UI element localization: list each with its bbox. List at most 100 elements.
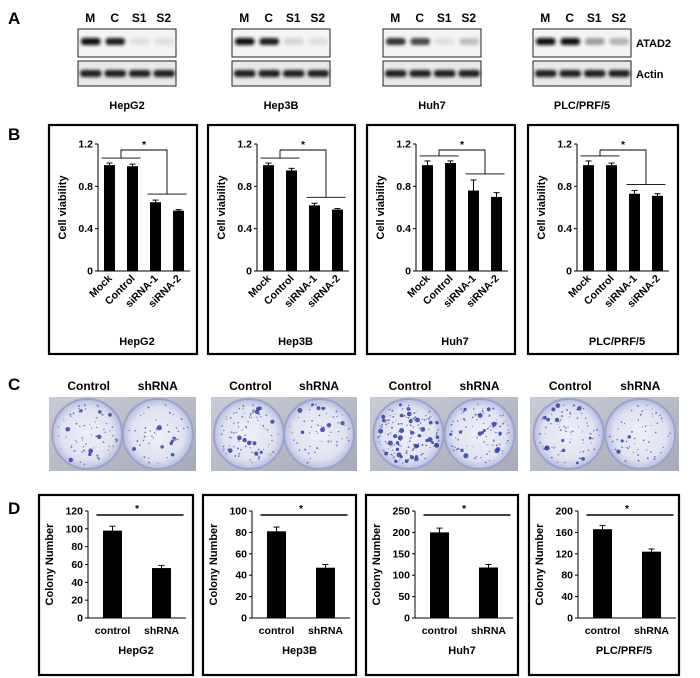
well-shrna bbox=[121, 398, 194, 470]
colony-dot bbox=[222, 445, 225, 448]
colony-dot bbox=[620, 421, 623, 423]
colony-dot bbox=[249, 459, 251, 461]
colony-dot bbox=[270, 434, 273, 437]
colony-dot bbox=[409, 437, 411, 440]
colony-dot bbox=[539, 441, 542, 444]
bar bbox=[583, 165, 594, 271]
colony-dot bbox=[251, 461, 253, 463]
actin-band bbox=[80, 70, 102, 77]
x-tick-label: shRNA bbox=[308, 625, 343, 637]
colony-dot bbox=[229, 417, 232, 419]
colony-dot bbox=[563, 404, 565, 406]
colony-dot bbox=[97, 434, 102, 440]
colony-dot bbox=[112, 445, 114, 447]
colony-dot bbox=[263, 448, 265, 450]
colony-dot bbox=[72, 412, 75, 415]
colony-dot bbox=[553, 447, 555, 449]
colony-dot bbox=[241, 429, 243, 431]
colony-dot bbox=[488, 414, 491, 416]
colony-dot bbox=[238, 452, 241, 455]
bar bbox=[445, 163, 456, 271]
colony-dot bbox=[227, 448, 229, 451]
y-tick-label: 0.8 bbox=[78, 181, 93, 193]
colony-dot bbox=[421, 418, 424, 421]
blot-cell-line-label: PLC/PRF/5 bbox=[554, 100, 610, 112]
colony-dot bbox=[394, 459, 398, 463]
colony-dot bbox=[386, 453, 388, 455]
colony-dot bbox=[427, 418, 430, 420]
colony-dot bbox=[488, 426, 490, 428]
colony-dot bbox=[414, 416, 417, 419]
colony-dot bbox=[406, 416, 408, 419]
colony-dot bbox=[462, 410, 465, 413]
panel-label-c: C bbox=[8, 375, 20, 394]
colony-dot bbox=[461, 413, 463, 415]
colony-dot bbox=[255, 410, 260, 415]
actin-band bbox=[104, 70, 126, 77]
colony-dot bbox=[484, 461, 487, 464]
colony-dot bbox=[587, 449, 590, 452]
colony-dot bbox=[427, 437, 433, 443]
colony-dot bbox=[559, 429, 562, 432]
bar bbox=[103, 530, 122, 618]
chart-title: HepG2 bbox=[119, 336, 154, 348]
colony-dot bbox=[108, 413, 112, 417]
colony-dot bbox=[544, 433, 546, 435]
colony-dot bbox=[425, 444, 428, 447]
y-tick-label: 0.4 bbox=[557, 223, 572, 235]
colony-dot bbox=[330, 431, 332, 434]
y-tick-label: 60 bbox=[235, 548, 247, 560]
colony-dot bbox=[435, 433, 438, 436]
colony-dot bbox=[264, 428, 266, 430]
y-tick-label: 0.4 bbox=[237, 223, 252, 235]
y-tick-label: 0 bbox=[87, 266, 93, 278]
colony-dot bbox=[385, 423, 388, 426]
colony-dot bbox=[108, 445, 110, 448]
colony-dot bbox=[500, 415, 502, 417]
colony-dot bbox=[455, 437, 457, 439]
colony-dot bbox=[401, 423, 403, 425]
colony-dot bbox=[332, 416, 335, 418]
colony-dot bbox=[637, 405, 640, 408]
colony-dot bbox=[69, 427, 71, 430]
colony-dot bbox=[70, 446, 73, 449]
colony-dot bbox=[651, 413, 654, 415]
colony-dot bbox=[641, 426, 643, 428]
colony-dot bbox=[412, 447, 415, 450]
colony-dot bbox=[649, 451, 652, 453]
colony-dot bbox=[253, 409, 256, 412]
colony-dot bbox=[506, 442, 508, 444]
colony-dot bbox=[408, 419, 413, 424]
colony-dot bbox=[450, 430, 453, 433]
colony-dot bbox=[103, 428, 105, 431]
atad2-band bbox=[284, 38, 304, 45]
colony-dot bbox=[314, 451, 316, 454]
colony-dot bbox=[315, 430, 317, 433]
chart: 0 20 40 60 80 100 Colony Number control shRNA * He… bbox=[201, 493, 358, 677]
colony-dot bbox=[406, 407, 411, 411]
colony-dot bbox=[652, 415, 654, 417]
colony-dot bbox=[78, 410, 81, 413]
y-axis-label: Cell viability bbox=[375, 175, 387, 240]
colony-dot bbox=[551, 407, 556, 412]
colony-dot bbox=[297, 408, 303, 413]
colony-dot bbox=[69, 413, 72, 416]
colony-dot bbox=[405, 451, 408, 454]
atad2-band bbox=[609, 38, 629, 45]
colony-dot bbox=[425, 418, 427, 420]
atad2-band bbox=[130, 38, 150, 45]
colony-dot bbox=[170, 452, 175, 457]
colony-dot bbox=[142, 439, 145, 442]
colony-dot bbox=[336, 440, 338, 443]
colony-dot bbox=[582, 430, 584, 432]
colony-dot bbox=[96, 404, 98, 406]
colony-dot bbox=[257, 448, 260, 451]
panel-label-b: B bbox=[8, 125, 20, 144]
colony-dot bbox=[153, 431, 156, 434]
blot-0: M C S1 S2 HepG2 bbox=[77, 11, 177, 112]
colony-dot bbox=[260, 416, 262, 418]
colony-dot bbox=[81, 436, 83, 439]
colony-dot bbox=[252, 441, 257, 446]
